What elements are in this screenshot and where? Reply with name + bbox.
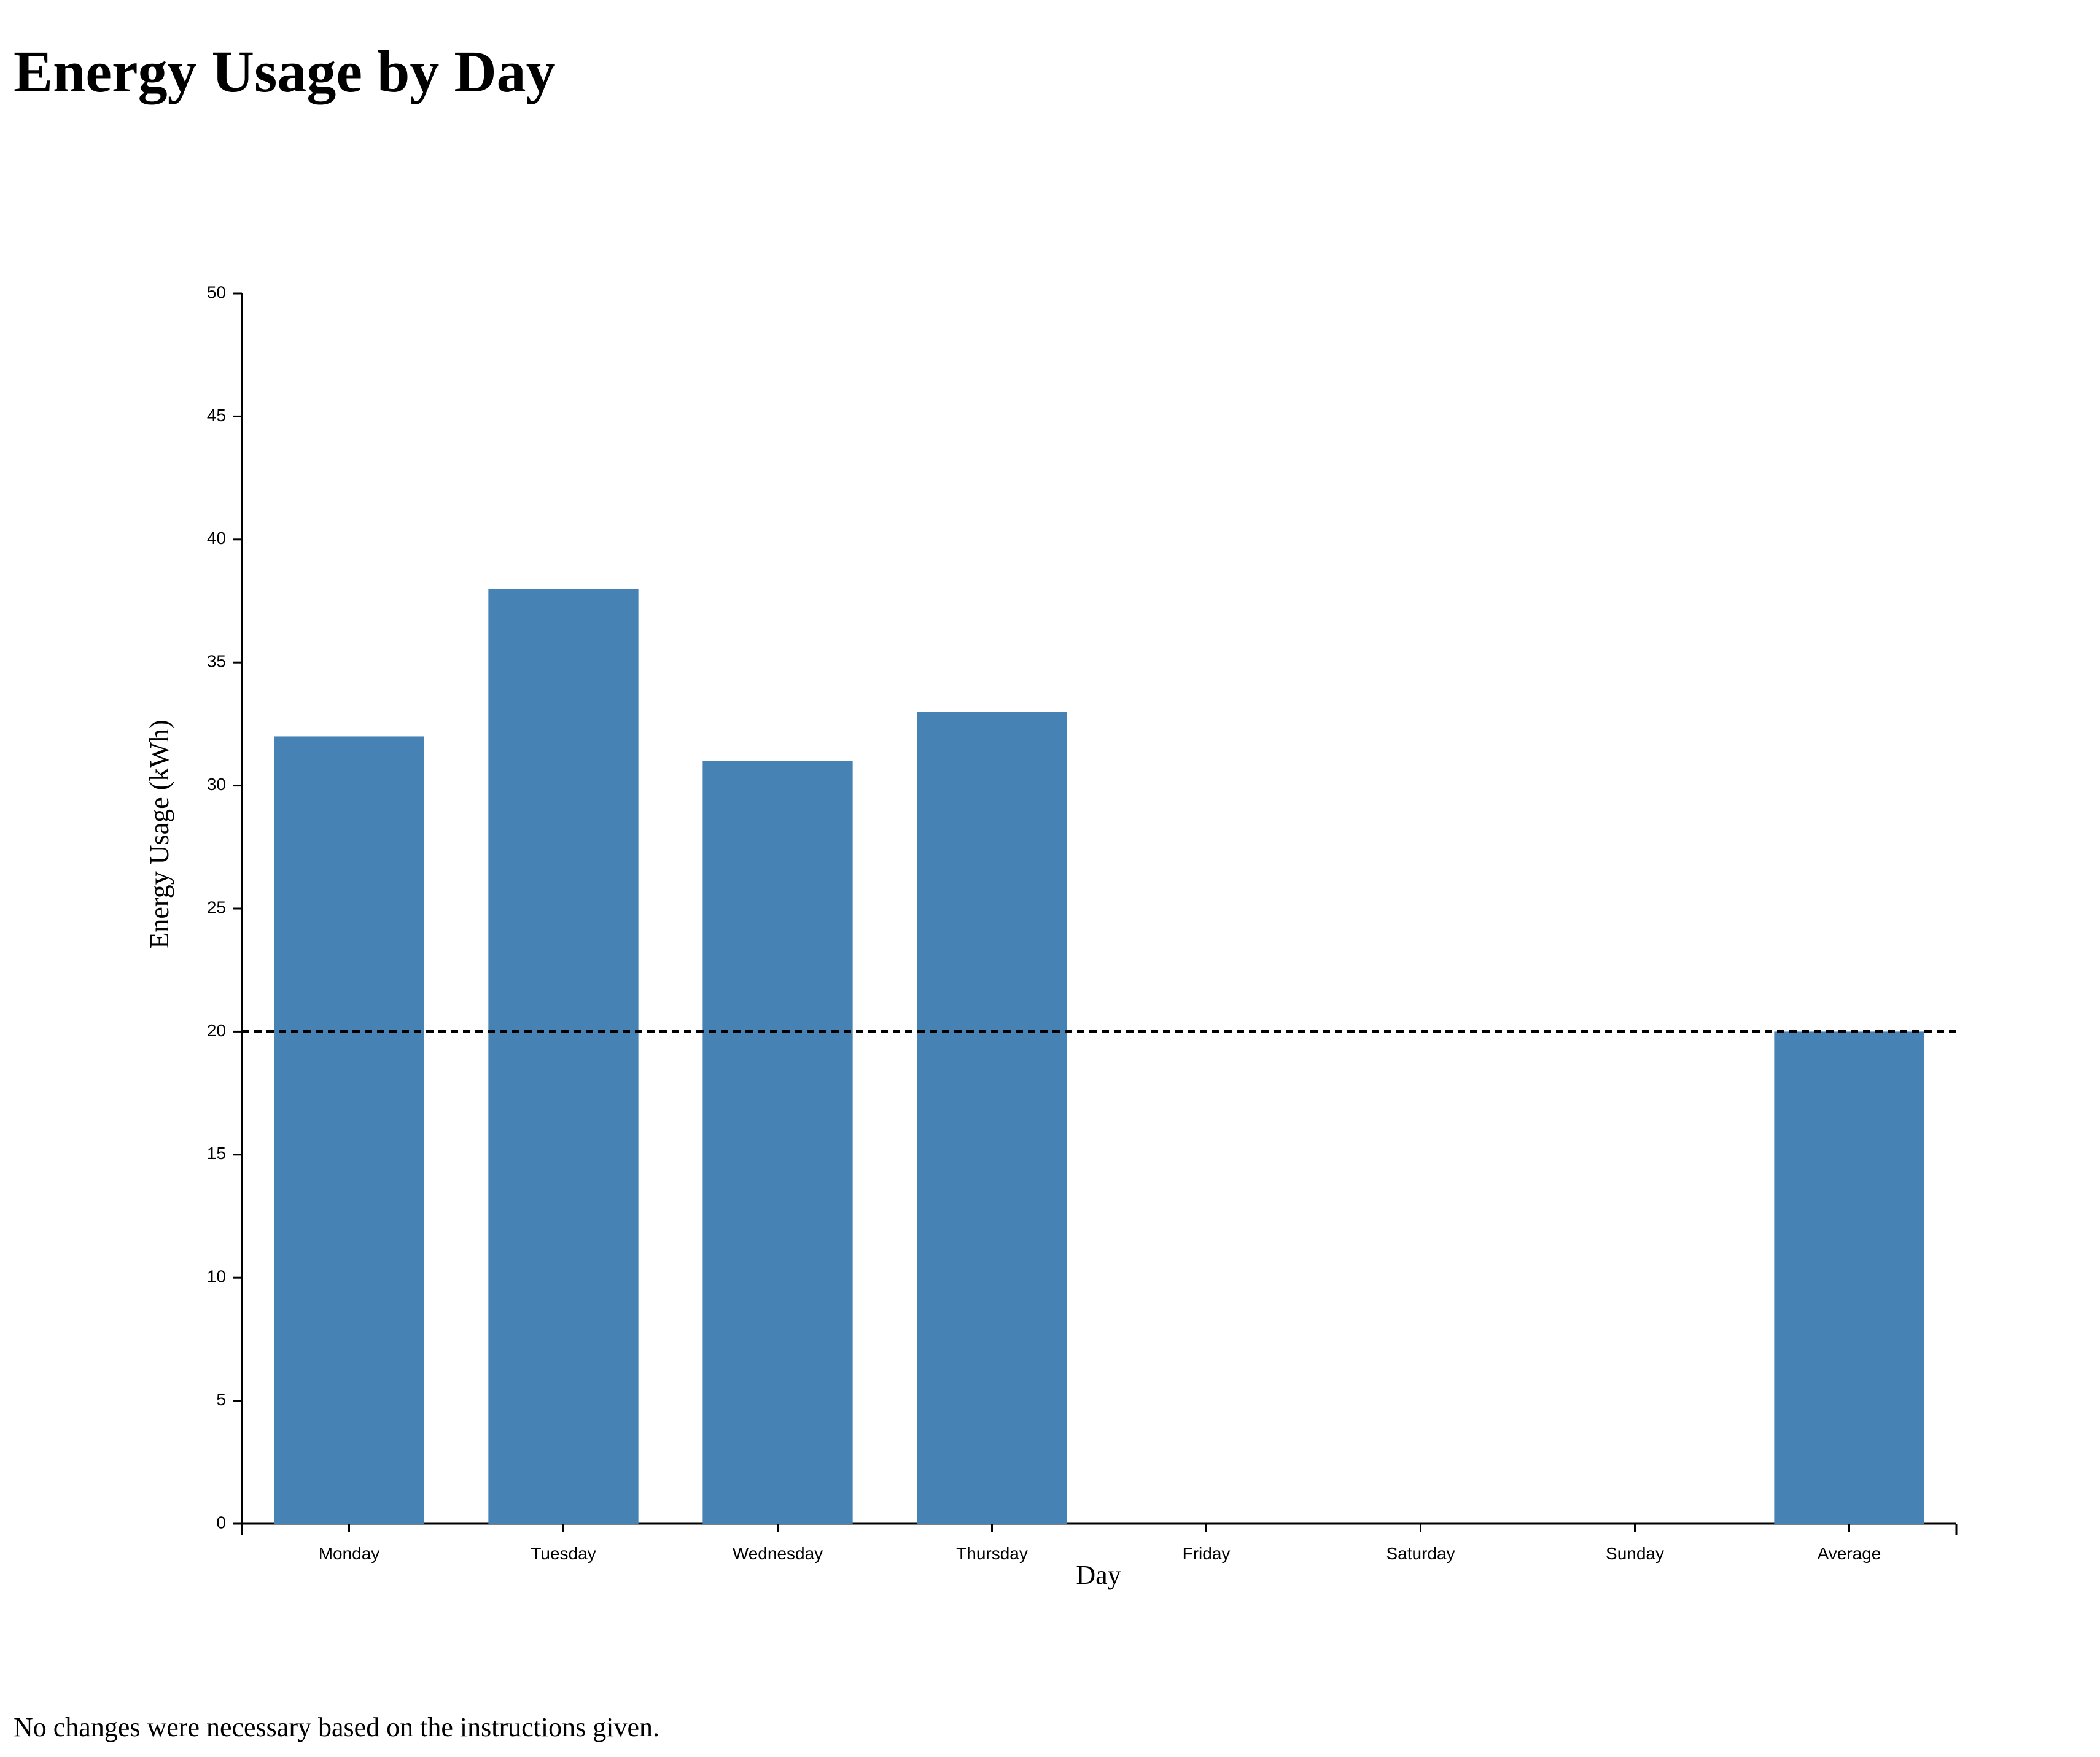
y-tick-label: 45 xyxy=(207,406,226,425)
x-axis: Monday Tuesday Wednesday Thursday Friday Satu… xyxy=(242,1522,1958,1563)
y-axis: 0 5 10 15 20 25 30 35 40 45 50 xyxy=(207,282,243,1535)
bar-monday xyxy=(274,736,424,1524)
y-tick-label: 15 xyxy=(207,1144,226,1163)
y-tick-label: 5 xyxy=(216,1390,226,1409)
y-tick-label: 0 xyxy=(216,1513,226,1532)
y-tick-label: 10 xyxy=(207,1267,226,1286)
footer-note: No changes were necessary based on the i… xyxy=(14,1712,660,1742)
bar-thursday xyxy=(917,712,1067,1524)
x-tick-label: Sunday xyxy=(1606,1544,1664,1563)
y-tick-label: 35 xyxy=(207,652,226,671)
x-tick-label: Average xyxy=(1818,1544,1881,1563)
bar-chart: 0 5 10 15 20 25 30 35 40 45 50 Monday Tuesday Wednes… xyxy=(144,282,1958,1590)
bars xyxy=(274,588,1924,1524)
x-tick-label: Thursday xyxy=(956,1544,1028,1563)
bar-tuesday xyxy=(488,588,639,1524)
bar-wednesday xyxy=(702,761,853,1524)
x-tick-label: Friday xyxy=(1183,1544,1231,1563)
y-tick-label: 50 xyxy=(207,282,226,301)
y-tick-label: 40 xyxy=(207,529,226,548)
x-axis-title: Day xyxy=(1076,1560,1121,1590)
x-tick-label: Saturday xyxy=(1386,1544,1455,1563)
x-tick-label: Wednesday xyxy=(733,1544,823,1563)
x-tick-label: Monday xyxy=(319,1544,380,1563)
y-tick-label: 20 xyxy=(207,1021,226,1040)
x-tick-label: Tuesday xyxy=(531,1544,596,1563)
bar-average xyxy=(1774,1031,1924,1524)
page-title: Energy Usage by Day xyxy=(14,39,556,104)
y-axis-title: Energy Usage (kWh) xyxy=(144,719,174,948)
y-tick-label: 25 xyxy=(207,898,226,917)
y-tick-label: 30 xyxy=(207,775,226,794)
